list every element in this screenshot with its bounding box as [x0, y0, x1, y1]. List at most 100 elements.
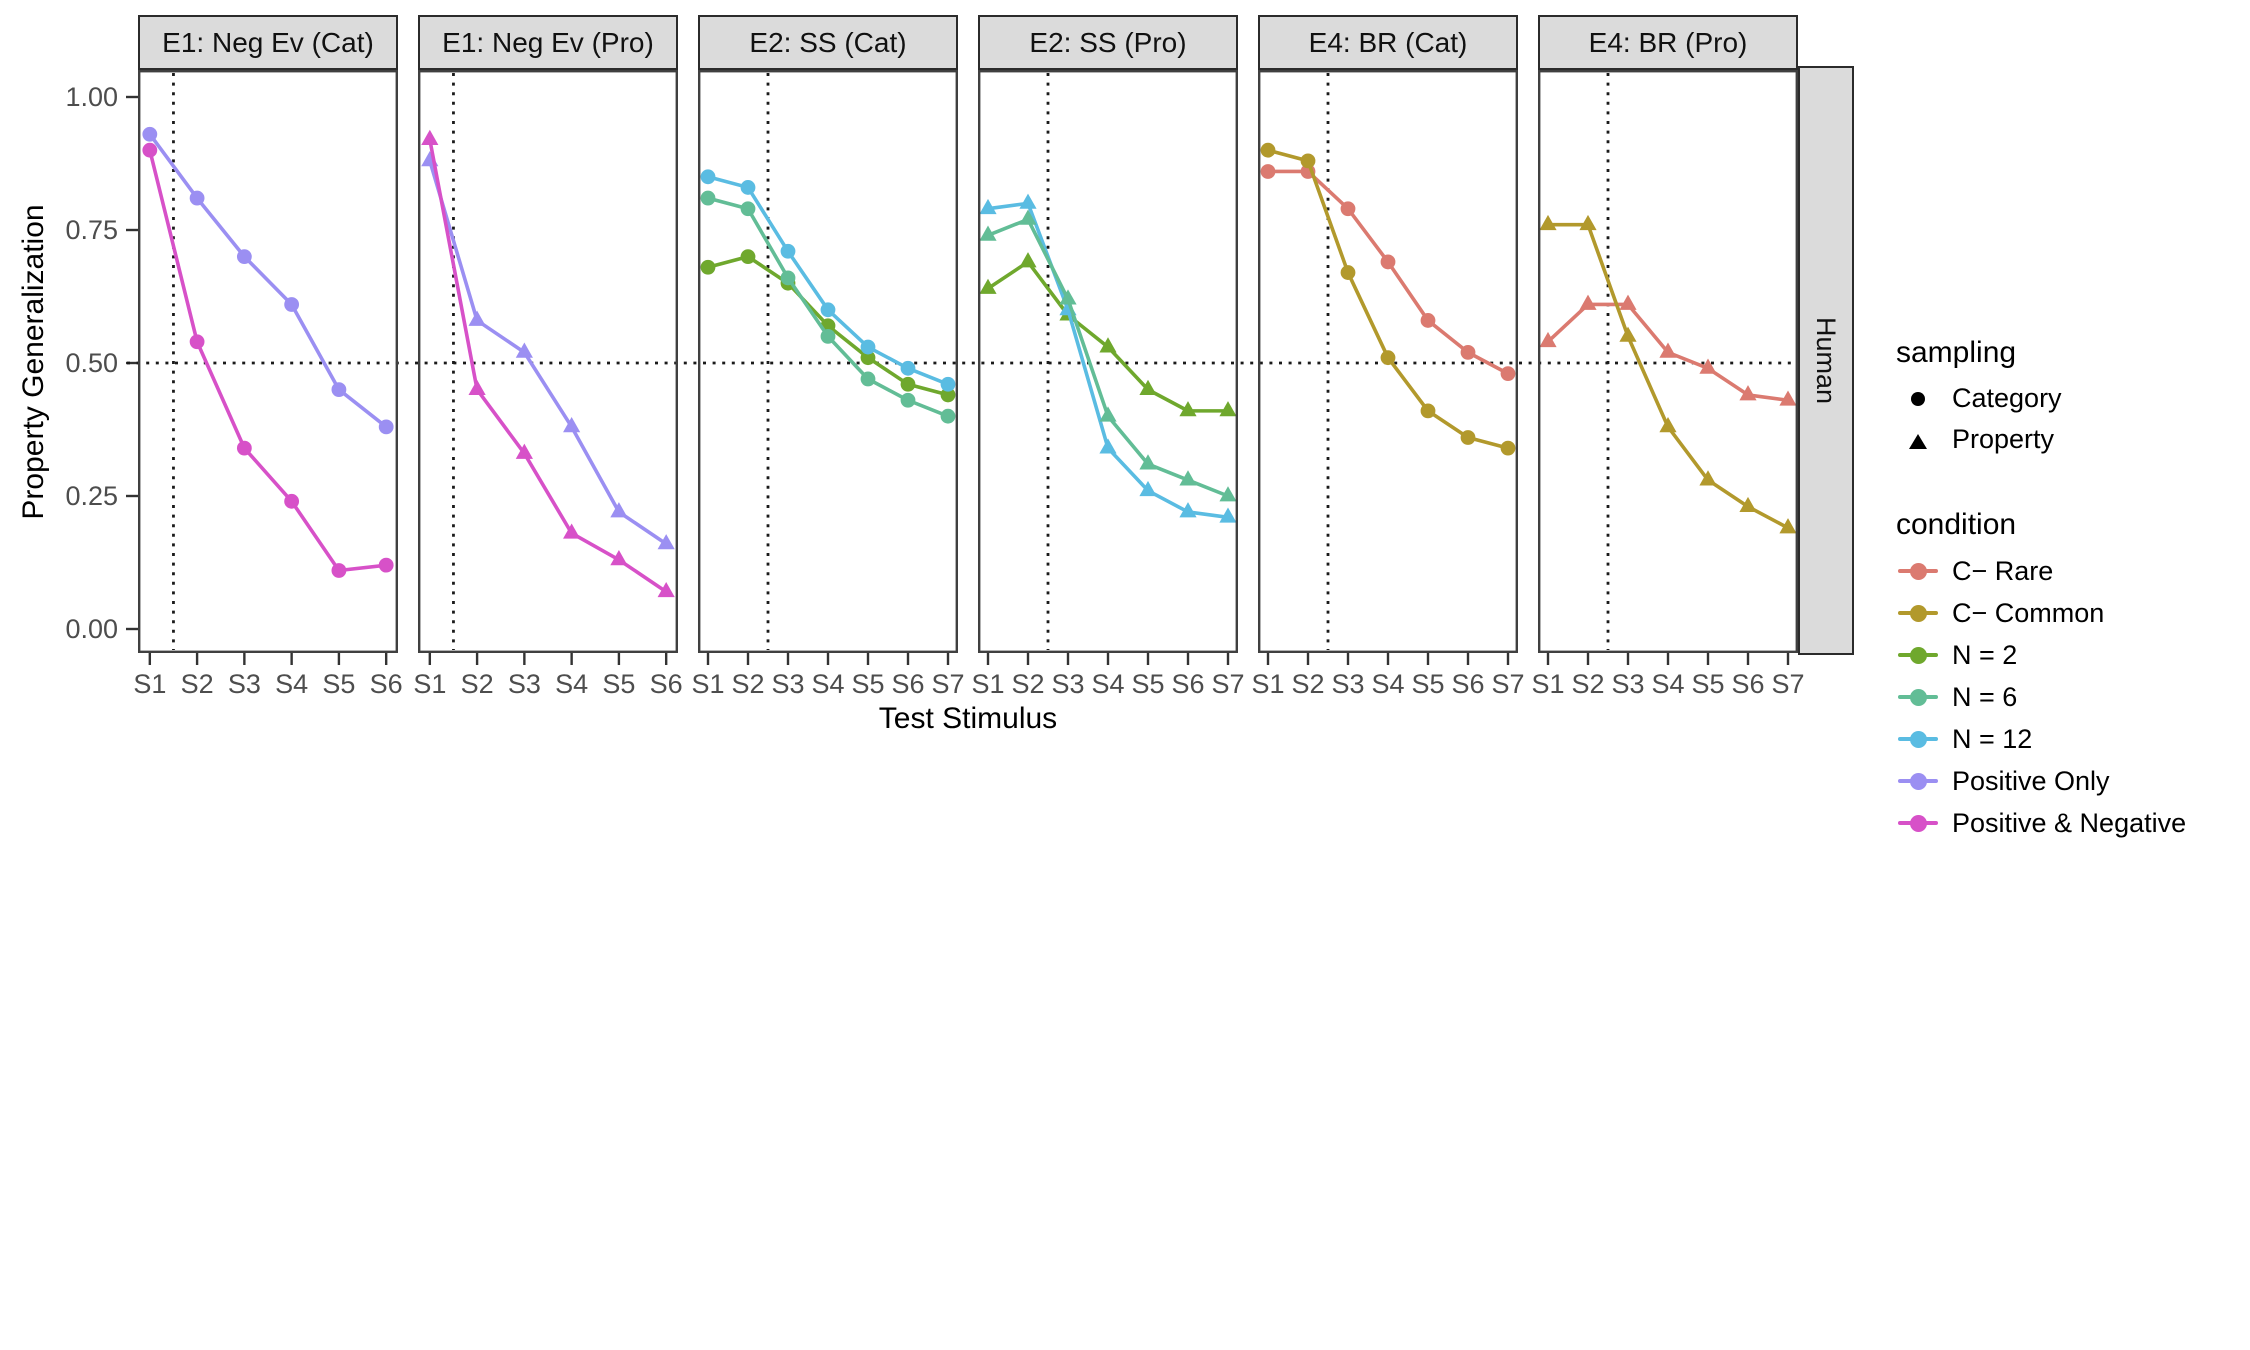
series-line-n-12 — [986, 201, 1230, 520]
point-c-rare-s7 — [1500, 366, 1516, 382]
point-c-rare-s1 — [1539, 331, 1557, 348]
x-tick-label: S7 — [1211, 669, 1244, 699]
x-tick-label: S3 — [1331, 669, 1364, 699]
x-tick-label: S2 — [731, 669, 764, 699]
legend-condition-title: condition — [1896, 508, 2017, 541]
x-tick-label: S4 — [1651, 669, 1684, 699]
series-line-positive-negative — [428, 137, 668, 594]
point-positive-negative-s5 — [331, 563, 347, 578]
x-tick-label: S2 — [1571, 669, 1604, 699]
panel-border — [138, 70, 399, 653]
x-tick-label: S6 — [891, 669, 924, 699]
legend-label: Positive Only — [1952, 765, 2110, 796]
reference-hline — [127, 361, 1798, 365]
y-tick-label: 1.00 — [65, 82, 118, 112]
point-n-6-s5 — [860, 371, 876, 387]
point-c-common-s7 — [1779, 518, 1797, 534]
legend-label: N = 12 — [1952, 723, 2033, 754]
point-c-rare-s3 — [1340, 201, 1356, 217]
x-tick-label: S5 — [1691, 669, 1724, 699]
point-positive-only-s4 — [284, 297, 300, 312]
point-c-rare-s6 — [1460, 344, 1476, 360]
point-n-12-s5 — [860, 339, 876, 355]
x-tick-label: S5 — [851, 669, 884, 699]
x-tick-label: S4 — [555, 669, 588, 699]
point-positive-negative-s1 — [421, 129, 439, 145]
y-tick-label: 0.25 — [65, 481, 118, 511]
panel-plot-e1-neg-ev-pro: S1 S2 S3 S4 S5 S6 — [413, 70, 683, 699]
legend-label: Positive & Negative — [1952, 807, 2187, 838]
point-n-2-s2 — [1019, 252, 1037, 268]
legend-label: C− Rare — [1952, 555, 2054, 586]
point-n-6-s1 — [700, 190, 716, 206]
x-tick-label: S7 — [1491, 669, 1524, 699]
point-n-2-s1 — [979, 278, 997, 294]
point-n-12-s5 — [1139, 480, 1157, 497]
point-n-12-s4 — [820, 302, 836, 318]
point-n-6-s1 — [979, 225, 997, 241]
circle-icon — [1896, 382, 1940, 416]
x-tick-label: S1 — [413, 669, 446, 699]
legend-item-property: Property — [1896, 419, 2250, 460]
legend-condition-items: C− Rare C− Common N = 2 N = 6 N = 12 Positive… — [1896, 550, 2250, 844]
point-c-rare-s4 — [1380, 254, 1396, 270]
panel-border — [698, 70, 959, 653]
line-dot-icon — [1896, 554, 1940, 588]
point-c-common-s4 — [1659, 417, 1677, 433]
point-n-6-s6 — [1179, 470, 1197, 486]
point-c-rare-s2 — [1579, 294, 1597, 310]
y-tick-label: 0.75 — [65, 215, 118, 245]
facet-row-strip: Human — [1798, 66, 1854, 655]
point-n-12-s1 — [979, 198, 997, 215]
y-tick-label: 0.50 — [65, 348, 118, 378]
point-n-12-s6 — [1179, 502, 1197, 518]
point-positive-only-s2 — [468, 310, 486, 326]
line-dot-icon — [1896, 638, 1940, 672]
point-positive-negative-s2 — [468, 379, 486, 395]
panel-plot-e1-neg-ev-cat: S1 S2 S3 S4 S5 S6 — [133, 70, 403, 699]
point-c-rare-s5 — [1420, 313, 1436, 328]
point-positive-negative-s6 — [378, 557, 394, 573]
panel-e2-ss-pro: E2: SS (Pro) S1 S2 S3 S4 S5 S6 S7 — [971, 15, 1245, 703]
point-n-12-s7 — [1219, 507, 1237, 523]
legend: sampling Category Property condition C− R… — [1896, 336, 2250, 844]
point-c-rare-s3 — [1619, 294, 1637, 310]
x-tick-label: S3 — [1051, 669, 1084, 699]
facet-title: E1: Neg Ev (Cat) — [138, 15, 398, 70]
legend-label: N = 2 — [1952, 639, 2018, 670]
panel-border — [1538, 70, 1799, 653]
facet-title: E2: SS (Cat) — [698, 15, 958, 70]
x-tick-label: S4 — [275, 669, 308, 699]
legend-label: C− Common — [1952, 597, 2105, 628]
x-tick-label: S1 — [971, 669, 1004, 699]
x-tick-label: S5 — [1131, 669, 1164, 699]
facet-title: E1: Neg Ev (Pro) — [418, 15, 678, 70]
point-c-common-s1 — [1260, 142, 1276, 158]
x-tick-label: S3 — [1611, 669, 1644, 699]
line-dot-icon — [1896, 596, 1940, 630]
point-n-6-s7 — [940, 408, 956, 424]
series-line-positive-only — [148, 132, 388, 429]
x-tick-label: S6 — [1731, 669, 1764, 699]
x-tick-label: S2 — [1291, 669, 1324, 699]
x-tick-label: S6 — [1171, 669, 1204, 699]
point-n-6-s3 — [780, 270, 796, 286]
legend-item-c-common: C− Common — [1896, 592, 2250, 634]
facet-title: E2: SS (Pro) — [978, 15, 1238, 70]
legend-sampling-items: Category Property — [1896, 378, 2250, 460]
point-n-12-s3 — [780, 243, 796, 259]
y-tick-label: 0.00 — [65, 614, 118, 644]
x-tick-label: S4 — [1371, 669, 1404, 699]
legend-item-positive-negative: Positive & Negative — [1896, 802, 2250, 844]
point-n-2-s6 — [1179, 401, 1197, 417]
point-positive-negative-s2 — [189, 334, 205, 350]
x-axis-title: Test Stimulus — [878, 702, 1058, 735]
point-c-common-s5 — [1420, 403, 1436, 419]
point-n-12-s7 — [940, 376, 956, 392]
legend-label: N = 6 — [1952, 681, 2018, 712]
series-line-n-2 — [986, 260, 1230, 413]
point-c-rare-s7 — [1779, 390, 1797, 406]
legend-label: Category — [1952, 383, 2062, 413]
x-tick-label: S1 — [1531, 669, 1564, 699]
point-c-common-s6 — [1739, 496, 1757, 513]
